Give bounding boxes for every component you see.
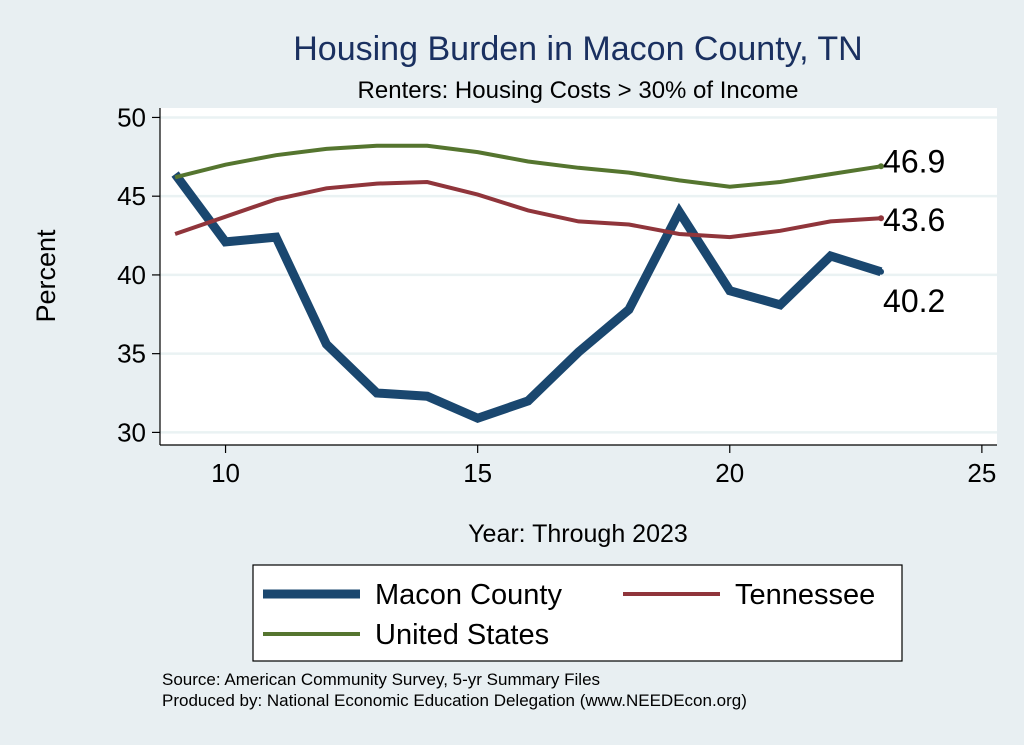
end-point-tennessee — [878, 215, 885, 222]
y-axis-label: Percent — [31, 229, 61, 323]
y-tick-label: 45 — [117, 181, 146, 211]
produced-note: Produced by: National Economic Education… — [162, 691, 747, 710]
y-tick-label: 50 — [117, 102, 146, 132]
legend-box — [252, 564, 903, 662]
end-point-united-states — [878, 163, 885, 170]
legend-label-macon-county: Macon County — [375, 579, 562, 611]
chart-subtitle: Renters: Housing Costs > 30% of Income — [358, 77, 799, 104]
series-lines — [171, 143, 885, 424]
y-axis-ticks: 30 35 40 45 50 — [117, 102, 160, 447]
x-tick-label: 25 — [967, 458, 996, 488]
y-tick-label: 35 — [117, 339, 146, 369]
x-axis-label: Year: Through 2023 — [468, 520, 688, 548]
x-tick-label: 15 — [463, 458, 492, 488]
end-labels: 40.2 43.6 46.9 — [883, 143, 945, 319]
axes — [159, 108, 997, 446]
series-line-macon-county — [171, 171, 883, 424]
end-label-united-states: 46.9 — [883, 143, 945, 179]
series-line-tennessee — [174, 179, 882, 240]
end-label-macon-county: 40.2 — [883, 283, 945, 319]
x-tick-label: 20 — [715, 458, 744, 488]
plot-area — [160, 108, 997, 445]
end-point-macon-county — [878, 268, 885, 275]
legend-label-tennessee: Tennessee — [735, 579, 875, 611]
y-tick-label: 40 — [117, 260, 146, 290]
legend-label-united-states: United States — [375, 619, 549, 651]
x-tick-label: 10 — [211, 458, 240, 488]
end-label-tennessee: 43.6 — [883, 202, 945, 238]
source-note: Source: American Community Survey, 5-yr … — [162, 670, 601, 689]
legend-items: Macon County Tennessee United States — [263, 579, 875, 651]
chart-title: Housing Burden in Macon County, TN — [293, 30, 862, 68]
x-axis-ticks: 10 15 20 25 — [211, 445, 996, 488]
legend: Macon County Tennessee United States — [252, 564, 903, 662]
series-line-united-states — [174, 143, 882, 189]
y-tick-label: 30 — [117, 417, 146, 447]
